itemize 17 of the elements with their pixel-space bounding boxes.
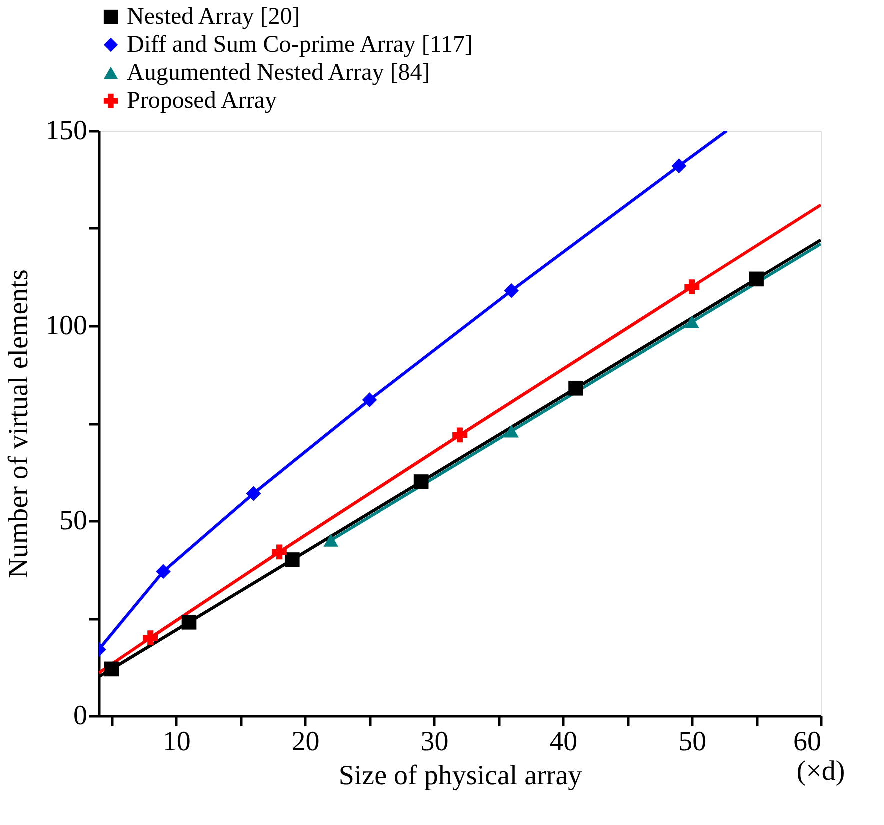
x-axis-title: Size of physical array — [338, 760, 582, 792]
legend-label: Augumented Nested Array [84] — [127, 60, 430, 86]
text: (×d) — [796, 756, 846, 787]
y-tick-label: 50 — [60, 506, 88, 536]
x-tick-label: 10 — [162, 726, 191, 758]
y-tick-label: 150 — [46, 116, 88, 146]
legend-label: Diff and Sum Co-prime Array [117] — [127, 32, 473, 58]
legend-label: Proposed Array — [127, 88, 277, 114]
x-tick-label: 20 — [292, 726, 320, 758]
legend-label: Nested Array [20] — [127, 4, 300, 30]
x-tick-label: 40 — [550, 726, 578, 758]
x-tick-label: 30 — [420, 726, 449, 758]
y-tick-label: 100 — [46, 310, 88, 342]
x-tick-label: 50 — [678, 726, 707, 758]
x-tick-label: 60 — [794, 726, 822, 758]
y-tick-label: 0 — [74, 700, 88, 732]
y-axis-title: Number of virtual elements — [4, 270, 34, 578]
